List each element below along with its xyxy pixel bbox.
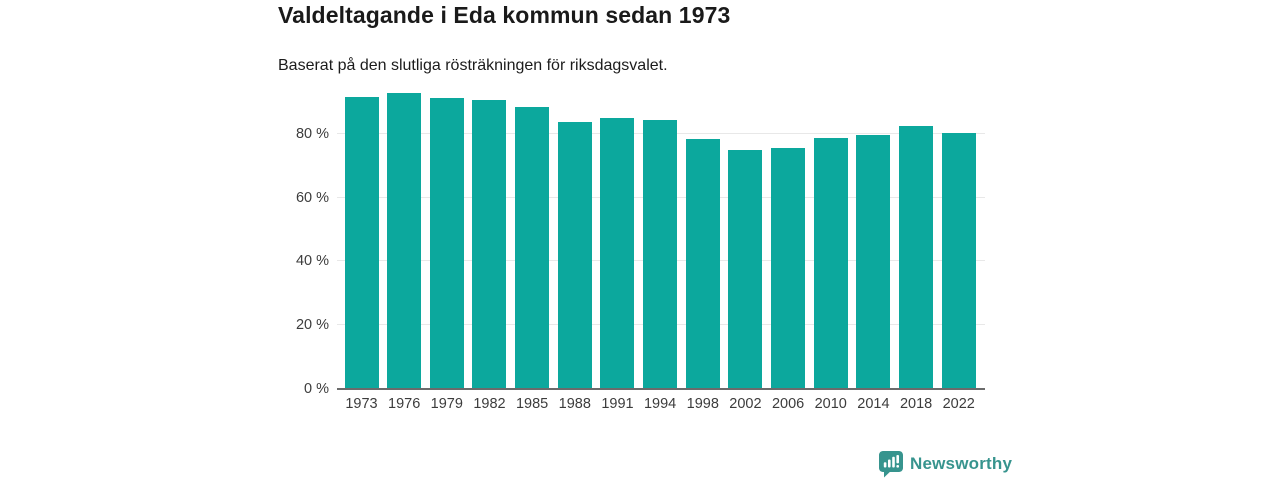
y-axis-tick-label: 80 % bbox=[295, 125, 329, 142]
x-axis-tick-label: 2022 bbox=[942, 396, 975, 412]
bar-2014 bbox=[856, 135, 891, 389]
x-axis-tick-label: 1982 bbox=[473, 396, 506, 412]
x-axis-tick-label: 1994 bbox=[643, 396, 677, 412]
bar-1998 bbox=[685, 139, 720, 389]
newsworthy-logo[interactable]: Newsworthy bbox=[878, 450, 1012, 478]
bar-2006 bbox=[771, 148, 806, 389]
bar-chart-plot: 0 % 20 % 40 % 60 % 80 % 1973 1976 1979 1982 1985 1… bbox=[296, 89, 985, 412]
x-axis-tick-label: 2010 bbox=[814, 396, 847, 412]
bar-2022 bbox=[941, 132, 976, 389]
bar-1994 bbox=[643, 119, 678, 389]
bar-1979 bbox=[429, 98, 464, 389]
x-axis-tick-label: 1991 bbox=[601, 396, 634, 412]
x-axis-tick-label: 1979 bbox=[430, 396, 463, 412]
bar-1976 bbox=[387, 93, 422, 389]
bar-1982 bbox=[472, 100, 507, 389]
bar-1973 bbox=[344, 96, 379, 389]
bar-2010 bbox=[813, 137, 848, 389]
x-axis-tick-label: 1988 bbox=[558, 396, 591, 412]
newsworthy-badge-bar-chart-icon bbox=[879, 451, 903, 478]
x-axis-tick-label: 1976 bbox=[388, 396, 421, 412]
x-axis-tick-label: 1985 bbox=[515, 396, 549, 412]
newsworthy-logo-text: Newsworthy bbox=[910, 454, 1013, 473]
y-axis-tick-label: 60 % bbox=[295, 189, 329, 206]
chart-subtitle: Baserat på den slutliga rösträkningen fö… bbox=[278, 57, 668, 74]
bar-1988 bbox=[557, 121, 592, 389]
x-axis-tick-label: 2002 bbox=[729, 396, 762, 412]
chart-title: Valdeltagande i Eda kommun sedan 1973 bbox=[278, 2, 731, 28]
y-axis-tick-label: 0 % bbox=[304, 381, 329, 397]
bar-2002 bbox=[728, 150, 763, 389]
x-axis-tick-label: 1973 bbox=[345, 396, 378, 412]
x-axis-tick-label: 2014 bbox=[857, 396, 890, 412]
x-axis-line bbox=[337, 388, 985, 390]
bar-1985 bbox=[515, 106, 550, 389]
y-axis-tick-label: 40 % bbox=[295, 253, 329, 270]
bar-2018 bbox=[899, 125, 934, 389]
x-axis-tick-label: 1998 bbox=[686, 396, 719, 412]
x-axis-tick-label: 2006 bbox=[771, 396, 805, 412]
x-axis-tick-label: 2018 bbox=[899, 396, 933, 412]
bar-1991 bbox=[600, 117, 635, 389]
y-axis-tick-label: 20 % bbox=[295, 317, 329, 334]
